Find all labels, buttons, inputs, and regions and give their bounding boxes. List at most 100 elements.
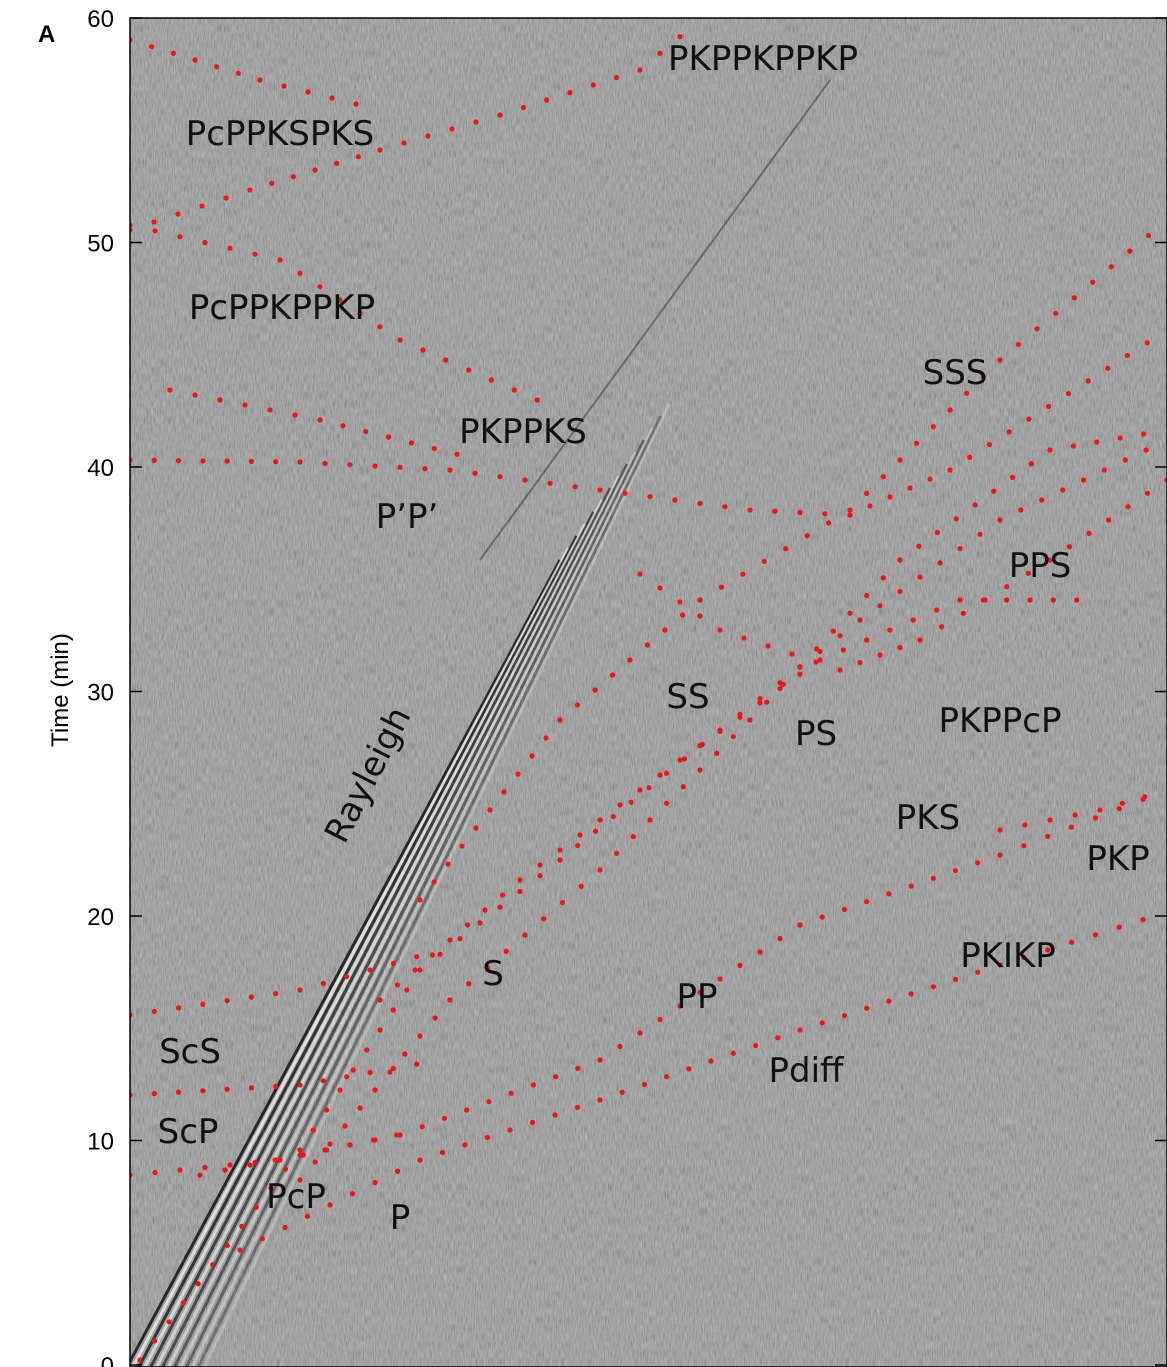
marker-dot [886,999,891,1004]
marker-dot [414,954,419,959]
marker-dot [987,442,992,447]
phase-label: PcPPKPPKP [189,288,375,328]
marker-dot [781,682,786,687]
marker-dot [1142,794,1147,799]
marker-dot [292,412,297,417]
marker-dot [877,652,882,657]
marker-dot [324,1107,329,1112]
marker-dot [329,95,334,100]
marker-dot [1069,825,1074,830]
marker-dot [397,465,402,470]
marker-dot [277,257,282,262]
plot-area [120,18,1167,1367]
marker-dot [647,494,652,499]
marker-dot [1090,280,1095,285]
marker-dot [272,1157,277,1162]
marker-dot [1035,326,1040,331]
marker-dot [324,1147,329,1152]
marker-dot [847,611,852,616]
marker-dot [954,516,959,521]
marker-dot [249,1085,254,1090]
marker-dot [1145,340,1150,345]
marker-dot [455,452,460,457]
marker-dot [489,377,494,382]
marker-dot [737,963,742,968]
marker-dot [501,789,506,794]
marker-dot [344,974,349,979]
y-tick-label: 10 [87,1129,114,1156]
marker-dot [447,997,452,1002]
marker-dot [1072,812,1077,817]
marker-dot [486,1099,491,1104]
marker-dot [597,1057,602,1062]
marker-dot [813,659,818,664]
marker-dot [917,575,922,580]
marker-dot [350,1191,355,1196]
marker-dot [681,784,686,789]
marker-dot [541,916,546,921]
marker-dot [664,771,669,776]
marker-dot [934,607,939,612]
marker-dot [404,987,409,992]
marker-dot [961,611,966,616]
phase-label: ScS [159,1032,221,1072]
marker-dot [200,458,205,463]
y-tick-label: 30 [87,680,114,707]
marker-dot [847,512,852,517]
marker-dot [740,572,745,577]
marker-dot [515,771,520,776]
y-tick-label: 40 [87,455,114,482]
marker-dot [677,599,682,604]
marker-dot [877,603,882,608]
marker-dot [637,67,642,72]
marker-dot [522,477,527,482]
marker-dot [777,686,782,691]
marker-dot [847,507,852,512]
marker-dot [927,476,932,481]
marker-dot [935,530,940,535]
marker-dot [1141,917,1146,922]
marker-dot [557,717,562,722]
marker-dot [864,593,869,598]
marker-dot [1146,233,1151,238]
marker-dot [1094,439,1099,444]
marker-dot [1118,435,1123,440]
phase-label: PP [676,977,717,1017]
phase-label: P’P’ [376,497,439,537]
marker-dot [521,105,526,110]
marker-dot [386,435,391,440]
marker-dot [364,1047,369,1052]
marker-dot [522,932,527,937]
marker-dot [837,633,842,638]
marker-dot [645,642,650,647]
marker-dot [631,834,636,839]
marker-dot [214,64,219,69]
marker-dot [864,491,869,496]
marker-dot [356,154,361,159]
marker-dot [149,44,154,49]
marker-dot [579,884,584,889]
marker-dot [152,458,157,463]
marker-dot [731,1051,736,1056]
figure: A Time (min) 0102030405060PKPPKPPKPPcPPK… [0,0,1167,1367]
marker-dot [907,485,912,490]
marker-dot [472,471,477,476]
marker-dot [664,1074,669,1079]
marker-dot [445,861,450,866]
marker-dot [377,324,382,329]
marker-dot [957,597,962,602]
marker-dot [273,1084,278,1089]
marker-dot [297,1082,302,1087]
marker-dot [372,1180,377,1185]
marker-dot [620,1090,625,1095]
marker-dot [697,767,702,772]
marker-dot [447,937,452,942]
marker-dot [552,1112,557,1117]
marker-dot [997,852,1002,857]
marker-dot [297,987,302,992]
marker-dot [239,1224,244,1229]
marker-dot [337,1087,342,1092]
marker-dot [442,1116,447,1121]
marker-dot [151,219,156,224]
marker-dot [867,503,872,508]
